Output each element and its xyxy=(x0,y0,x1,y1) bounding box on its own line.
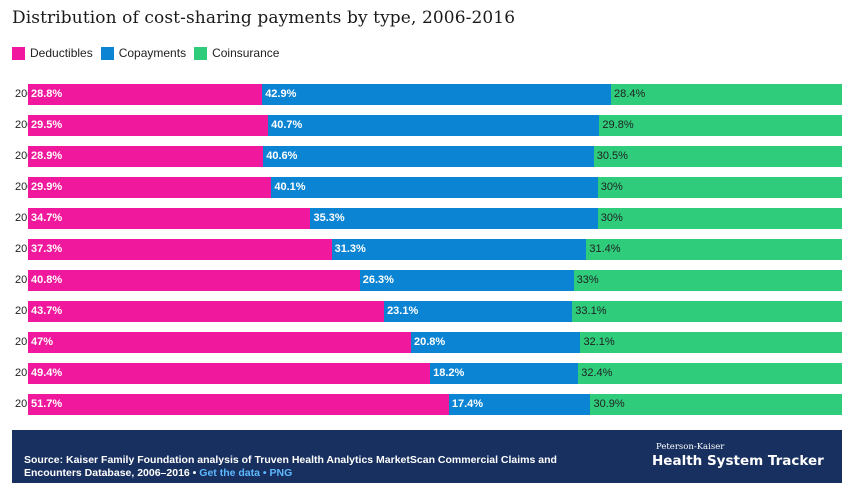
legend-item-coinsurance[interactable]: Coinsurance xyxy=(194,46,279,60)
bar-segment-coinsurance[interactable] xyxy=(597,208,842,229)
legend-item-deductibles[interactable]: Deductibles xyxy=(12,46,93,60)
bar-segment-copayments[interactable] xyxy=(359,270,574,291)
bar-segment-coinsurance[interactable] xyxy=(573,270,842,291)
bar-segment-deductibles[interactable] xyxy=(28,394,449,415)
bar-segment-deductibles[interactable] xyxy=(28,177,272,198)
data-label-coinsurance: 33% xyxy=(576,274,599,286)
bar-segment-copayments[interactable] xyxy=(384,301,573,322)
bar-segment-deductibles[interactable] xyxy=(28,301,385,322)
data-label-coinsurance: 31.4% xyxy=(589,243,621,255)
bar-segment-deductibles[interactable] xyxy=(28,208,311,229)
bar-segment-coinsurance[interactable] xyxy=(586,239,842,260)
data-label-deductibles: 49.4% xyxy=(31,367,63,379)
legend-swatch-copayments xyxy=(100,46,114,60)
data-label-deductibles: 29.5% xyxy=(31,119,63,131)
bar-segment-deductibles[interactable] xyxy=(28,146,264,167)
data-label-deductibles: 51.7% xyxy=(31,398,63,410)
bar-segment-deductibles[interactable] xyxy=(28,84,263,105)
legend: Deductibles Copayments Coinsurance xyxy=(12,45,287,61)
bar-segment-coinsurance[interactable] xyxy=(611,84,842,105)
png-link[interactable]: PNG xyxy=(269,467,293,479)
bar-segment-copayments[interactable] xyxy=(268,115,600,136)
bar-segment-copayments[interactable] xyxy=(310,208,598,229)
bar-segment-coinsurance[interactable] xyxy=(597,177,842,198)
data-label-coinsurance: 32.4% xyxy=(581,367,613,379)
chart-title: Distribution of cost-sharing payments by… xyxy=(12,8,516,28)
bar-segment-deductibles[interactable] xyxy=(28,363,431,384)
data-label-copayments: 40.1% xyxy=(274,181,306,193)
data-label-copayments: 17.4% xyxy=(451,398,484,410)
brand-logo[interactable]: Peterson-Kaiser Health System Tracker xyxy=(652,442,832,470)
legend-label-copayments: Copayments xyxy=(118,46,187,60)
data-label-copayments: 31.3% xyxy=(334,243,366,255)
data-label-deductibles: 28.8% xyxy=(31,88,63,100)
data-label-copayments: 23.1% xyxy=(387,305,419,317)
data-label-copayments: 26.3% xyxy=(362,274,394,286)
bar-segment-deductibles[interactable] xyxy=(28,270,360,291)
bar-segment-copayments[interactable] xyxy=(331,239,587,260)
bar-segment-coinsurance[interactable] xyxy=(590,394,842,415)
data-label-deductibles: 37.3% xyxy=(31,243,63,255)
source-note: Source: Kaiser Family Foundation analysi… xyxy=(24,454,604,480)
data-label-deductibles: 43.7% xyxy=(31,305,63,317)
brand-top-text: Peterson-Kaiser xyxy=(656,442,725,452)
legend-swatch-coinsurance xyxy=(194,46,208,60)
data-label-copayments: 40.6% xyxy=(266,150,298,162)
brand-main-text: Health System Tracker xyxy=(652,453,824,469)
get-data-link[interactable]: Get the data xyxy=(199,467,260,479)
data-label-coinsurance: 33.1% xyxy=(575,305,607,317)
bar-segment-coinsurance[interactable] xyxy=(599,115,842,136)
legend-swatch-deductibles xyxy=(12,46,25,60)
data-label-deductibles: 28.9% xyxy=(31,150,63,162)
bar-segment-copayments[interactable] xyxy=(448,394,591,415)
bar-segment-coinsurance[interactable] xyxy=(593,146,842,167)
data-label-coinsurance: 30.9% xyxy=(593,398,625,410)
data-label-copayments: 40.7% xyxy=(271,119,303,131)
bar-segment-copayments[interactable] xyxy=(271,177,598,198)
data-label-coinsurance: 32.1% xyxy=(583,336,615,348)
data-label-coinsurance: 30.5% xyxy=(596,150,628,162)
link-separator: • xyxy=(262,467,267,479)
legend-label-coinsurance: Coinsurance xyxy=(212,46,280,60)
data-label-coinsurance: 28.4% xyxy=(614,88,646,100)
data-label-deductibles: 34.7% xyxy=(31,212,63,224)
footer: Source: Kaiser Family Foundation analysi… xyxy=(12,430,842,483)
data-label-copayments: 42.9% xyxy=(265,88,297,100)
data-label-deductibles: 47% xyxy=(31,336,54,348)
data-label-coinsurance: 29.8% xyxy=(602,119,634,131)
stacked-bar-chart: 200628.8%42.9%28.4%200729.5%40.7%29.8%20… xyxy=(15,84,842,415)
bar-segment-coinsurance[interactable] xyxy=(572,301,842,322)
data-label-copayments: 35.3% xyxy=(313,212,345,224)
bar-segment-coinsurance[interactable] xyxy=(578,363,842,384)
bar-segment-copayments[interactable] xyxy=(263,146,594,167)
bar-segment-copayments[interactable] xyxy=(410,332,581,353)
source-text: Source: Kaiser Family Foundation analysi… xyxy=(24,454,557,479)
data-label-coinsurance: 30% xyxy=(600,212,623,224)
legend-label-deductibles: Deductibles xyxy=(30,46,93,60)
legend-item-copayments[interactable]: Copayments xyxy=(100,46,187,60)
bar-segment-copayments[interactable] xyxy=(262,84,612,105)
data-label-copayments: 20.8% xyxy=(413,336,446,348)
bar-segment-deductibles[interactable] xyxy=(28,332,411,353)
data-label-deductibles: 29.9% xyxy=(31,181,63,193)
data-label-coinsurance: 30% xyxy=(600,181,623,193)
bar-segment-deductibles[interactable] xyxy=(28,115,269,136)
bar-segment-copayments[interactable] xyxy=(430,363,579,384)
data-label-copayments: 18.2% xyxy=(433,367,465,379)
bar-segment-coinsurance[interactable] xyxy=(580,332,842,353)
data-label-deductibles: 40.8% xyxy=(31,274,63,286)
bar-segment-deductibles[interactable] xyxy=(28,239,332,260)
